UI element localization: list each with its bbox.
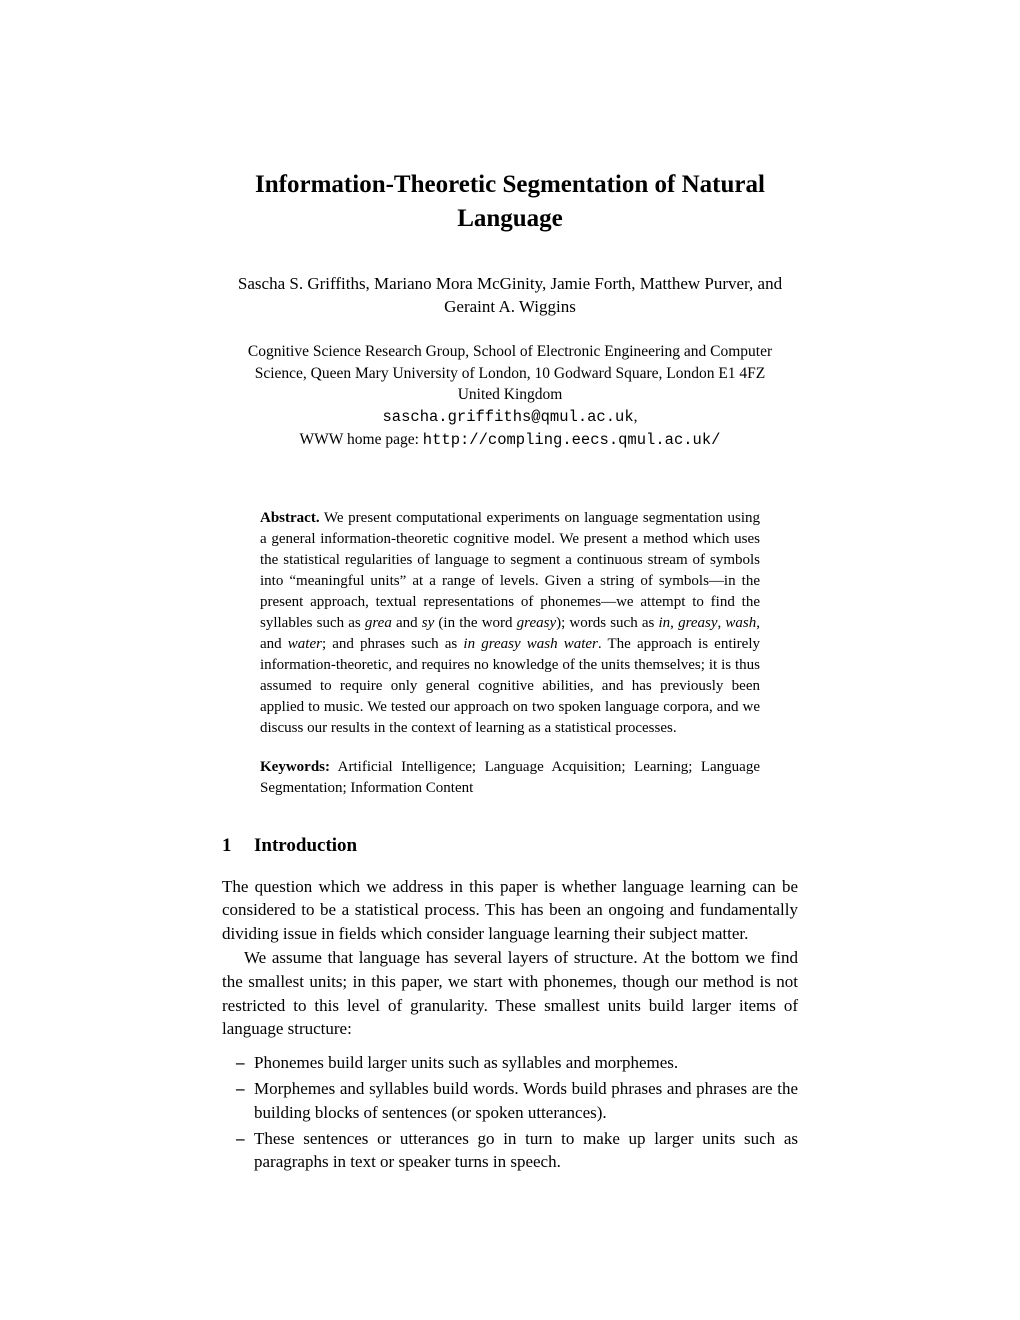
abstract-text: and — [392, 615, 422, 631]
abstract-italic: greasy — [517, 615, 556, 631]
abstract-italic: water — [288, 636, 322, 652]
paper-title: Information-Theoretic Segmentation of Na… — [222, 168, 798, 236]
abstract-italic: greasy — [678, 615, 717, 631]
body-paragraph: We assume that language has several laye… — [222, 946, 798, 1041]
abstract-italic: sy — [422, 615, 435, 631]
homepage-url: http://compling.eecs.qmul.ac.uk/ — [423, 431, 721, 449]
abstract-label: Abstract. — [260, 510, 320, 526]
affiliation-line: Science, Queen Mary University of London… — [255, 365, 766, 382]
abstract-italic: grea — [365, 615, 392, 631]
section-number: 1 — [222, 835, 254, 857]
section-heading: 1Introduction — [222, 835, 798, 857]
list-item: These sentences or utterances go in turn… — [236, 1127, 798, 1175]
list-item: Morphemes and syllables build words. Wor… — [236, 1077, 798, 1125]
abstract-text: ); words such as — [556, 615, 658, 631]
abstract-text: (in the word — [434, 615, 516, 631]
page: Information-Theoretic Segmentation of Na… — [0, 0, 1020, 1174]
affiliation-line: Cognitive Science Research Group, School… — [248, 343, 772, 360]
section-title: Introduction — [254, 835, 357, 856]
abstract-italic: in — [659, 615, 671, 631]
email-comma: , — [634, 408, 638, 425]
author-list: Sascha S. Griffiths, Mariano Mora McGini… — [222, 272, 798, 320]
abstract-text: , — [670, 615, 678, 631]
author-email: sascha.griffiths@qmul.ac.uk — [382, 408, 633, 426]
affiliation-block: Cognitive Science Research Group, School… — [222, 341, 798, 451]
keywords-label: Keywords: — [260, 759, 330, 775]
keywords-text: Artificial Intelligence; Language Acquis… — [260, 759, 760, 796]
affiliation-line: United Kingdom — [458, 386, 563, 403]
abstract-italic: wash — [725, 615, 756, 631]
list-item: Phonemes build larger units such as syll… — [236, 1051, 798, 1075]
body-paragraph: The question which we address in this pa… — [222, 875, 798, 946]
keywords: Keywords: Artificial Intelligence; Langu… — [260, 757, 760, 799]
abstract-text: We present computational experiments on … — [260, 510, 760, 631]
bullet-list: Phonemes build larger units such as syll… — [222, 1051, 798, 1174]
homepage-prefix: WWW home page: — [300, 431, 423, 448]
abstract-italic: in greasy wash water — [463, 636, 598, 652]
abstract: Abstract. We present computational exper… — [260, 508, 760, 739]
abstract-text: ; and phrases such as — [322, 636, 463, 652]
